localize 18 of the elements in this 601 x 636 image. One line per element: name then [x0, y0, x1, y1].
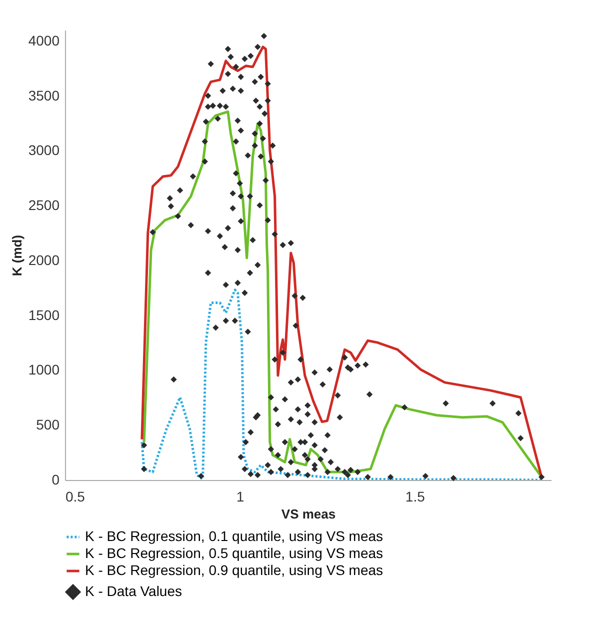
- legend-label: K - BC Regression, 0.5 quantile, using VS meas: [85, 545, 384, 561]
- x-tick-label: 1: [236, 488, 244, 504]
- x-tick-label: 1.5: [405, 488, 426, 504]
- y-axis-title: K (md): [9, 234, 24, 276]
- x-tick-label: 0.5: [66, 488, 86, 504]
- y-tick-label: 1500: [28, 306, 60, 323]
- y-tick-label: 2500: [28, 197, 60, 214]
- y-tick-label: 3500: [28, 87, 60, 104]
- y-tick-label: 4000: [28, 32, 60, 48]
- y-tick-label: 500: [36, 416, 60, 433]
- y-tick-label: 3000: [28, 142, 60, 158]
- x-axis-title: VS meas: [281, 506, 336, 522]
- legend-label: K - BC Regression, 0.1 quantile, using VS meas: [85, 528, 384, 544]
- y-tick-label: 1000: [28, 362, 60, 378]
- y-tick-label: 0: [52, 472, 60, 488]
- legend-label: K - BC Regression, 0.9 quantile, using VS meas: [85, 562, 384, 578]
- y-tick-label: 2000: [28, 252, 60, 268]
- legend-label: K - Data Values: [85, 583, 182, 599]
